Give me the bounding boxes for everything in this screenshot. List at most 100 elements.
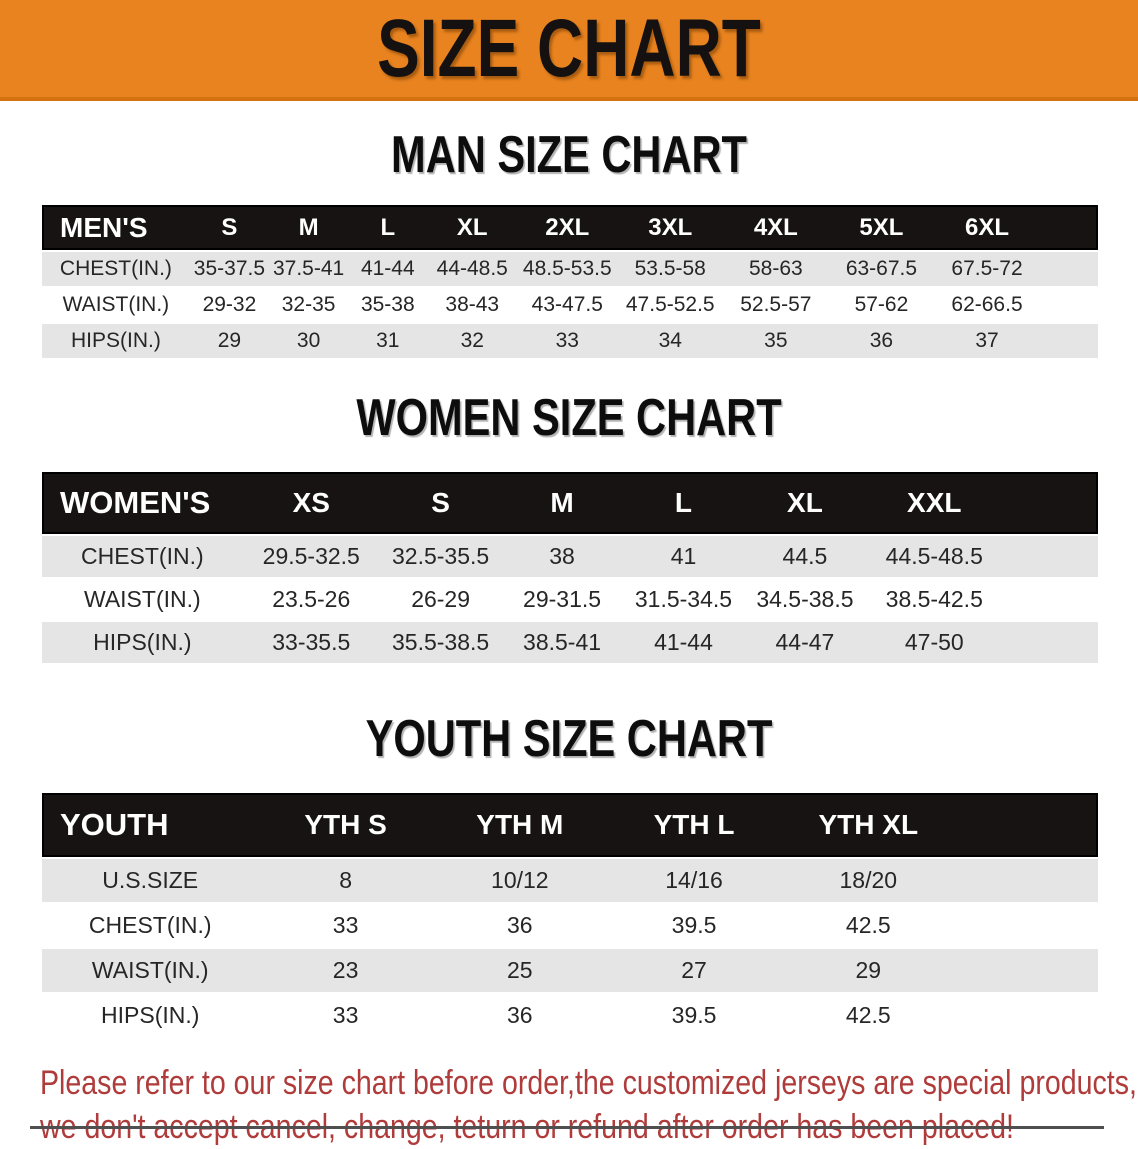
column-header: 4XL — [723, 205, 829, 250]
column-header: XL — [427, 205, 518, 250]
table-row: HIPS(IN.) 33 36 39.5 42.5 — [42, 994, 1098, 1037]
size-cell: 44.5-48.5 — [865, 536, 1003, 577]
header-spacer — [955, 793, 1098, 857]
size-cell: 36 — [432, 994, 607, 1037]
row-spacer — [955, 949, 1098, 992]
header-spacer — [1039, 205, 1098, 250]
youth-heading: YOUTH SIZE CHART — [365, 710, 773, 768]
row-label: HIPS(IN.) — [42, 994, 259, 1037]
row-spacer — [955, 994, 1098, 1037]
table-header-label: WOMEN'S — [42, 472, 243, 534]
women-size-table: WOMEN'S XS S M L XL XXL CHEST(IN.) 29.5-32.5 32.5… — [42, 470, 1098, 665]
row-label: CHEST(IN.) — [42, 536, 243, 577]
size-cell: 32 — [427, 324, 518, 358]
size-cell: 29-31.5 — [501, 579, 623, 620]
table-header-row: WOMEN'S XS S M L XL XXL — [42, 472, 1098, 534]
size-cell: 35.5-38.5 — [379, 622, 502, 663]
row-spacer — [1039, 252, 1098, 286]
row-spacer — [1039, 324, 1098, 358]
size-cell: 41-44 — [348, 252, 428, 286]
youth-size-table: YOUTH YTH S YTH M YTH L YTH XL U.S.SIZE 8 10/12… — [42, 791, 1098, 1039]
row-label: WAIST(IN.) — [42, 949, 259, 992]
table-row: WAIST(IN.) 29-32 32-35 35-38 38-43 43-47.5 47.… — [42, 288, 1098, 322]
section-women: WOMEN SIZE CHART WOMEN'S XS S M L XL XXL CHEST(… — [0, 360, 1138, 665]
row-label: CHEST(IN.) — [42, 904, 259, 947]
table-header-row: YOUTH YTH S YTH M YTH L YTH XL — [42, 793, 1098, 857]
size-cell: 41 — [622, 536, 745, 577]
size-cell: 18/20 — [781, 859, 956, 902]
size-cell: 44.5 — [744, 536, 866, 577]
section-men: MAN SIZE CHART MEN'S S M L XL 2XL 3XL 4XL 5XL 6XL… — [0, 101, 1138, 360]
disclaimer-line-1: Please refer to our size chart before or… — [40, 1064, 1137, 1102]
size-cell: 37 — [934, 324, 1040, 358]
size-cell: 48.5-53.5 — [517, 252, 618, 286]
size-cell: 29-32 — [189, 288, 270, 322]
table-row: HIPS(IN.) 29 30 31 32 33 34 35 36 37 — [42, 324, 1098, 358]
size-cell: 53.5-58 — [617, 252, 724, 286]
size-cell: 57-62 — [828, 288, 935, 322]
size-cell: 37.5-41 — [269, 252, 349, 286]
page-title: SIZE CHART — [377, 2, 761, 94]
size-cell: 34 — [617, 324, 724, 358]
size-cell: 42.5 — [781, 904, 956, 947]
size-cell: 41-44 — [622, 622, 745, 663]
column-header: 2XL — [517, 205, 618, 250]
column-header: S — [379, 472, 502, 534]
column-header: XL — [744, 472, 866, 534]
size-cell: 23.5-26 — [242, 579, 380, 620]
column-header: M — [269, 205, 349, 250]
row-spacer — [1039, 288, 1098, 322]
column-header: YTH XL — [781, 793, 956, 857]
size-cell: 42.5 — [781, 994, 956, 1037]
size-cell: 33 — [258, 904, 433, 947]
size-cell: 26-29 — [379, 579, 502, 620]
size-cell: 35-37.5 — [189, 252, 270, 286]
size-cell: 38-43 — [427, 288, 518, 322]
table-row: CHEST(IN.) 29.5-32.5 32.5-35.5 38 41 44.5 44.5… — [42, 536, 1098, 577]
row-spacer — [1002, 536, 1098, 577]
column-header: YTH S — [258, 793, 433, 857]
size-cell: 29.5-32.5 — [242, 536, 380, 577]
size-cell: 35 — [723, 324, 829, 358]
size-cell: 30 — [269, 324, 349, 358]
section-youth: YOUTH SIZE CHART YOUTH YTH S YTH M YTH L YTH… — [0, 665, 1138, 1039]
size-cell: 36 — [432, 904, 607, 947]
size-cell: 25 — [432, 949, 607, 992]
size-cell: 62-66.5 — [934, 288, 1040, 322]
size-cell: 44-48.5 — [427, 252, 518, 286]
size-cell: 29 — [781, 949, 956, 992]
column-header: XS — [242, 472, 380, 534]
column-header: M — [501, 472, 623, 534]
size-cell: 47-50 — [865, 622, 1003, 663]
row-label: HIPS(IN.) — [42, 324, 190, 358]
column-header: YTH M — [432, 793, 607, 857]
row-label: HIPS(IN.) — [42, 622, 243, 663]
row-label: U.S.SIZE — [42, 859, 259, 902]
size-cell: 38 — [501, 536, 623, 577]
row-label: WAIST(IN.) — [42, 579, 243, 620]
column-header: L — [348, 205, 428, 250]
table-row: CHEST(IN.) 33 36 39.5 42.5 — [42, 904, 1098, 947]
size-cell: 27 — [606, 949, 782, 992]
size-cell: 35-38 — [348, 288, 428, 322]
size-cell: 34.5-38.5 — [744, 579, 866, 620]
size-cell: 14/16 — [606, 859, 782, 902]
table-header-row: MEN'S S M L XL 2XL 3XL 4XL 5XL 6XL — [42, 205, 1098, 250]
column-header: YTH L — [606, 793, 782, 857]
size-cell: 32.5-35.5 — [379, 536, 502, 577]
size-cell: 8 — [258, 859, 433, 902]
size-cell: 38.5-41 — [501, 622, 623, 663]
women-heading: WOMEN SIZE CHART — [356, 389, 782, 447]
header-spacer — [1002, 472, 1098, 534]
table-row: WAIST(IN.) 23.5-26 26-29 29-31.5 31.5-34.5 34… — [42, 579, 1098, 620]
size-cell: 36 — [828, 324, 935, 358]
size-cell: 31 — [348, 324, 428, 358]
size-cell: 67.5-72 — [934, 252, 1040, 286]
column-header: 3XL — [617, 205, 724, 250]
row-spacer — [1002, 579, 1098, 620]
column-header: S — [189, 205, 270, 250]
size-cell: 31.5-34.5 — [622, 579, 745, 620]
size-cell: 33 — [258, 994, 433, 1037]
men-heading: MAN SIZE CHART — [391, 126, 747, 184]
